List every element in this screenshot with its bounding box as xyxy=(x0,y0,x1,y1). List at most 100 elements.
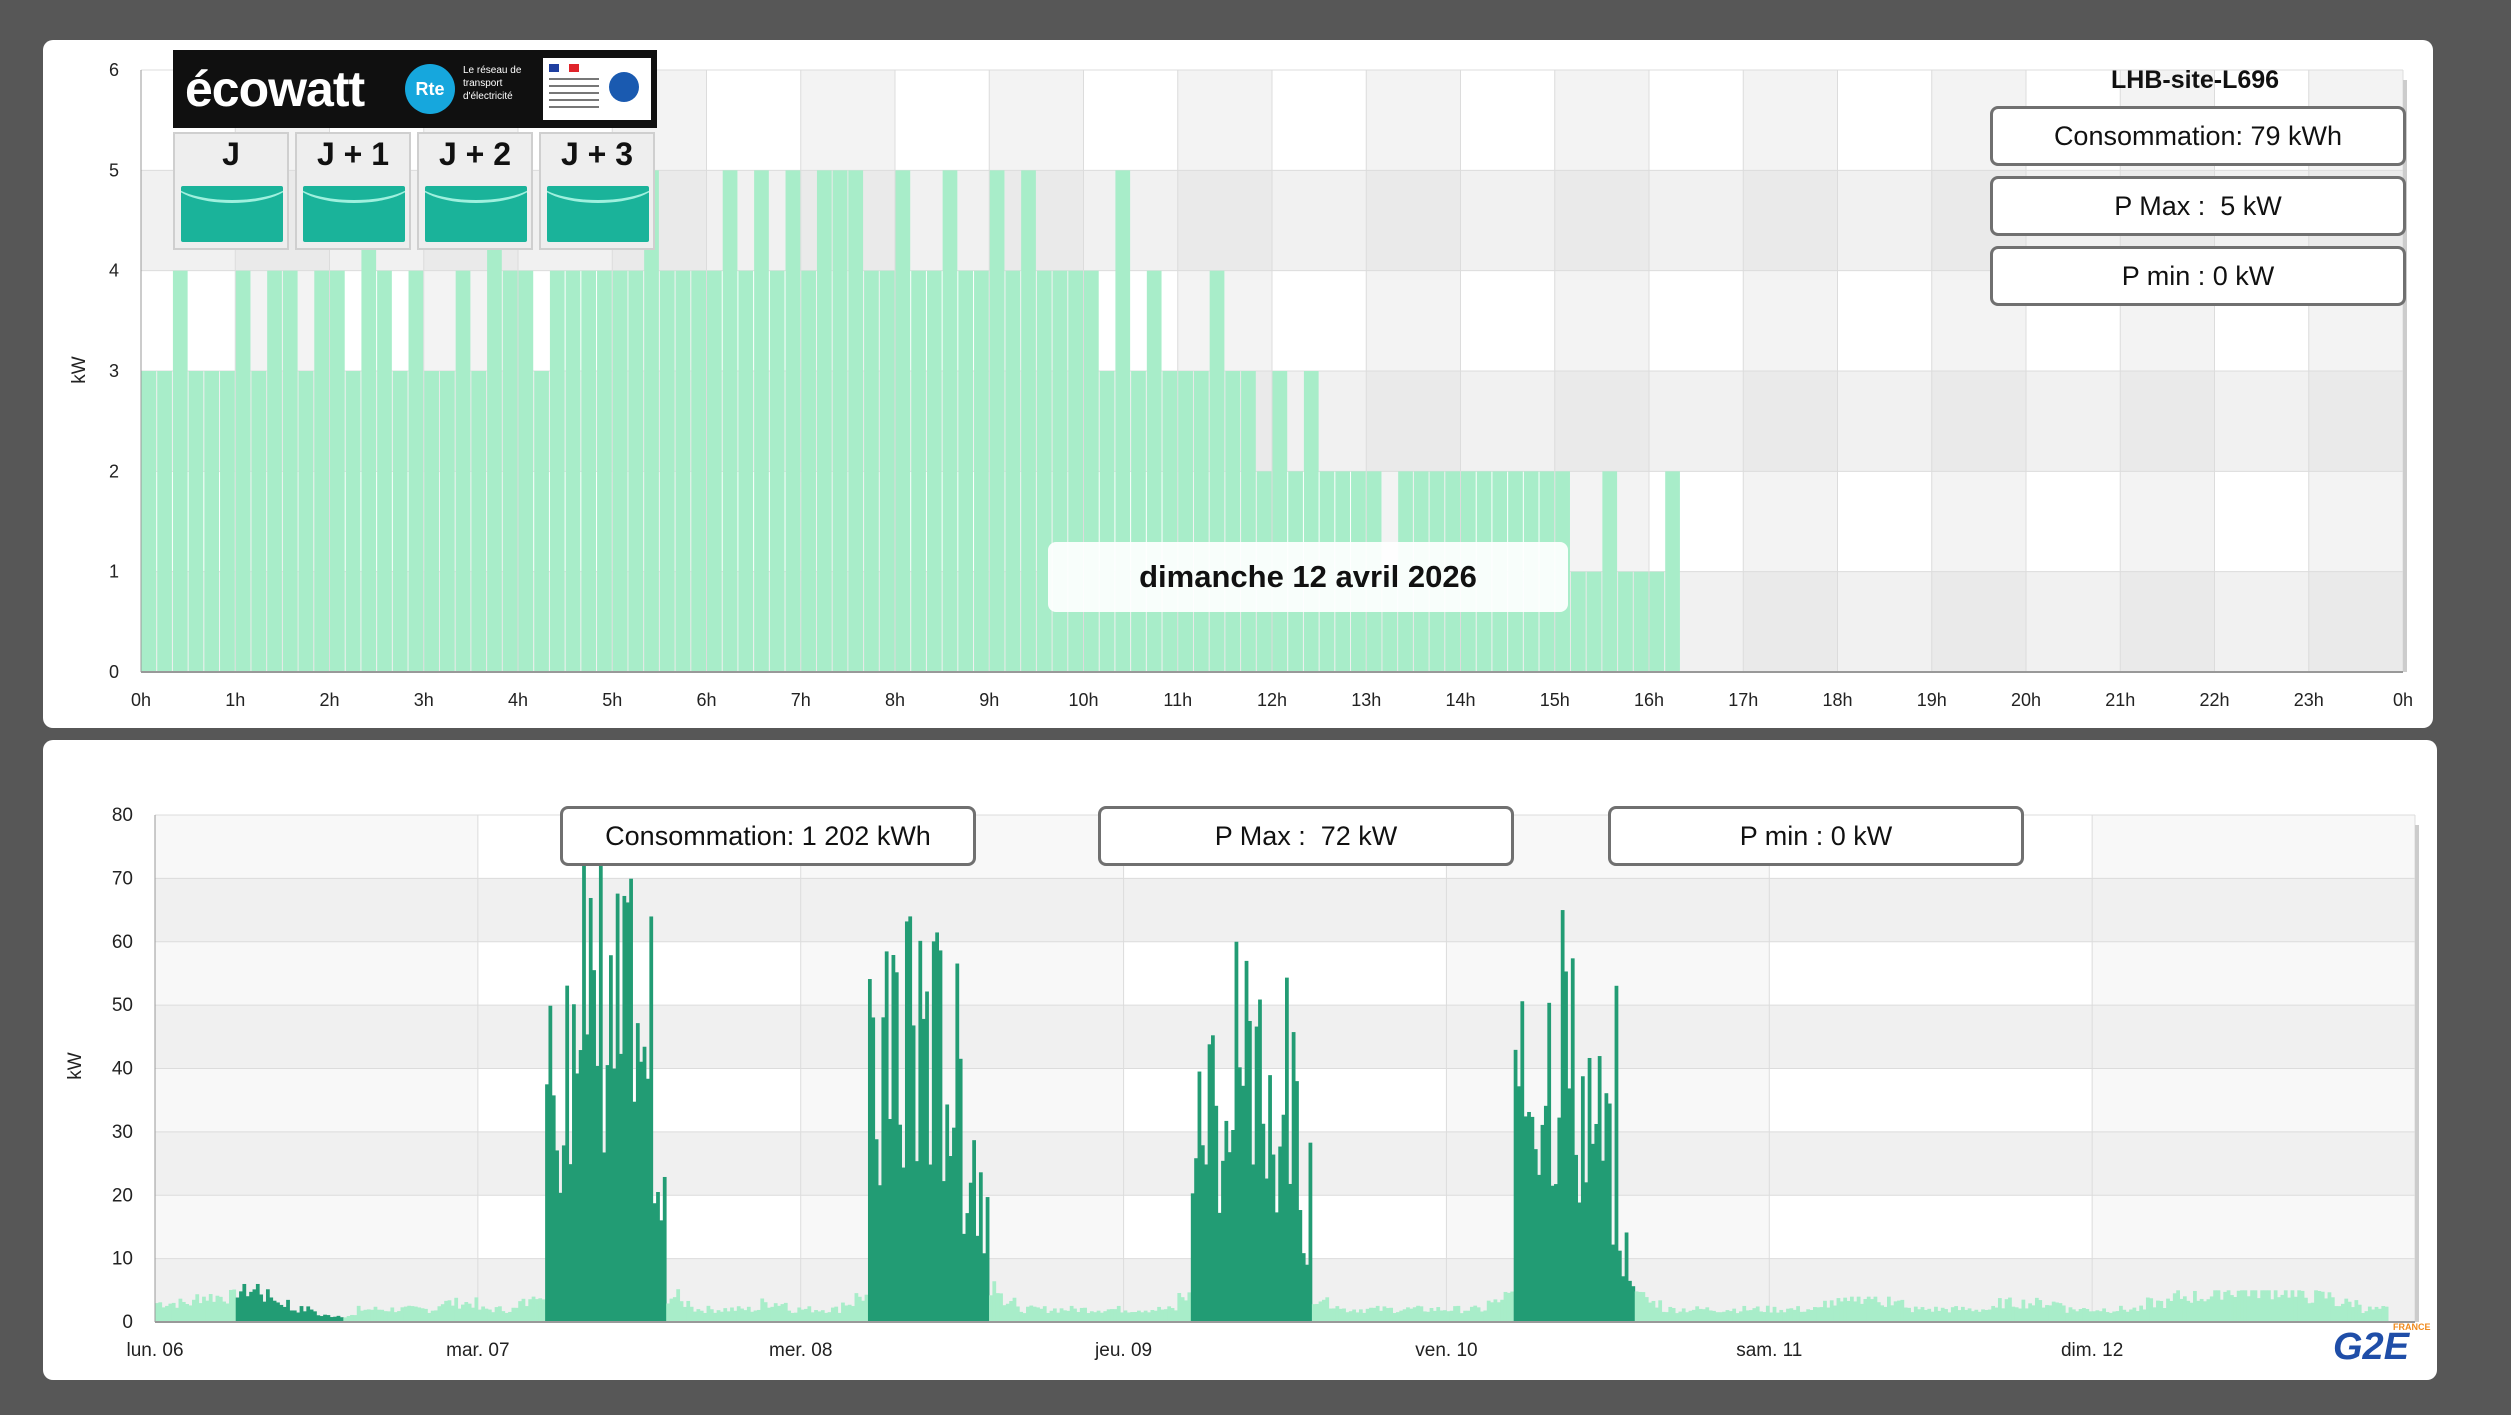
power-sample xyxy=(1873,1296,1878,1322)
x-tick-label: 1h xyxy=(225,690,245,710)
power-sample xyxy=(558,1192,563,1322)
power-sample xyxy=(797,1307,802,1322)
power-sample xyxy=(864,1294,869,1322)
consumption-bar xyxy=(612,270,628,672)
power-sample xyxy=(1066,1310,1071,1322)
power-sample xyxy=(171,1302,176,1322)
power-sample xyxy=(2250,1290,2254,1322)
power-sample xyxy=(1187,1292,1192,1322)
power-sample xyxy=(494,1307,499,1322)
power-sample xyxy=(652,1203,657,1322)
power-sample xyxy=(740,1308,744,1322)
consumption-bar xyxy=(330,270,345,672)
power-sample xyxy=(1002,1305,1007,1322)
power-sample xyxy=(1231,1129,1235,1322)
power-sample xyxy=(1076,1312,1081,1322)
power-sample xyxy=(1106,1309,1111,1322)
ecowatt-day-j3[interactable]: J + 3 xyxy=(539,132,655,250)
power-sample xyxy=(2024,1308,2029,1322)
power-sample xyxy=(1116,1305,1121,1322)
power-sample xyxy=(622,895,627,1322)
power-sample xyxy=(1540,1124,1545,1322)
consumption-bar xyxy=(926,270,942,672)
power-sample xyxy=(1752,1308,1757,1322)
power-sample xyxy=(1661,1311,1666,1322)
power-sample xyxy=(2018,1308,2022,1322)
power-sample xyxy=(1197,1071,1202,1322)
power-sample xyxy=(2021,1299,2026,1322)
power-sample xyxy=(605,1065,610,1322)
power-sample xyxy=(420,1308,425,1322)
power-sample xyxy=(1194,1158,1198,1322)
ecowatt-signal-icon xyxy=(303,186,405,242)
power-sample xyxy=(1278,1146,1283,1322)
x-tick-label: 15h xyxy=(1540,690,1570,710)
power-sample xyxy=(1022,1313,1027,1322)
power-sample xyxy=(931,941,936,1322)
power-sample xyxy=(1863,1299,1868,1322)
power-sample xyxy=(1190,1193,1195,1322)
power-sample xyxy=(2119,1305,2123,1322)
ecowatt-day-label: J + 2 xyxy=(438,136,512,172)
ecowatt-day-j1[interactable]: J + 1 xyxy=(295,132,411,250)
power-sample xyxy=(1591,1143,1595,1322)
power-sample xyxy=(1113,1309,1118,1322)
power-sample xyxy=(693,1311,697,1322)
power-sample xyxy=(2139,1305,2143,1322)
consumption-bar xyxy=(1036,270,1052,672)
power-sample xyxy=(1443,1310,1447,1322)
power-sample xyxy=(309,1309,314,1322)
power-sample xyxy=(918,940,923,1322)
power-sample xyxy=(2189,1302,2194,1322)
power-sample xyxy=(1042,1306,1047,1322)
power-sample xyxy=(252,1289,257,1322)
power-sample xyxy=(2068,1307,2073,1322)
ecowatt-day-j2[interactable]: J + 2 xyxy=(417,132,533,250)
x-tick-label: 14h xyxy=(1445,690,1475,710)
power-sample xyxy=(1385,1308,1390,1322)
consumption-bar xyxy=(832,170,848,673)
power-sample xyxy=(928,1164,933,1322)
power-sample xyxy=(1611,1244,1615,1322)
power-sample xyxy=(941,1181,946,1322)
consumption-bar xyxy=(455,270,471,672)
power-sample xyxy=(218,1296,223,1322)
power-sample xyxy=(1967,1308,1972,1322)
x-tick-label: 8h xyxy=(885,690,905,710)
power-sample xyxy=(1671,1308,1676,1322)
power-sample xyxy=(787,1310,792,1322)
power-sample xyxy=(911,1025,916,1322)
consumption-bar xyxy=(141,371,157,672)
power-sample xyxy=(1722,1311,1726,1322)
power-sample xyxy=(424,1308,428,1322)
power-sample xyxy=(659,1220,664,1322)
x-tick-label: lun. 06 xyxy=(126,1340,183,1361)
power-sample xyxy=(1137,1310,1141,1322)
ecowatt-day-j[interactable]: J xyxy=(173,132,289,250)
power-sample xyxy=(1160,1309,1165,1322)
power-sample xyxy=(1860,1303,1864,1322)
power-sample xyxy=(851,1306,855,1322)
power-sample xyxy=(1742,1305,1747,1322)
power-sample xyxy=(1836,1298,1841,1322)
power-sample xyxy=(208,1294,213,1322)
power-sample xyxy=(1157,1306,1161,1322)
consumption-bar xyxy=(1178,371,1193,672)
power-sample xyxy=(1204,1164,1209,1322)
power-sample xyxy=(962,1233,966,1322)
power-sample xyxy=(756,1309,761,1322)
power-sample xyxy=(1140,1312,1145,1322)
power-sample xyxy=(1991,1305,1996,1322)
power-sample xyxy=(175,1307,179,1322)
consumption-bar xyxy=(361,170,377,673)
power-sample xyxy=(2182,1296,2187,1322)
power-sample xyxy=(2226,1290,2231,1322)
power-sample xyxy=(2209,1296,2214,1322)
power-sample xyxy=(827,1312,832,1322)
x-tick-label: dim. 12 xyxy=(2061,1340,2123,1361)
power-sample xyxy=(1957,1310,1962,1322)
power-sample xyxy=(1900,1299,1905,1322)
power-sample xyxy=(763,1302,768,1322)
power-sample xyxy=(198,1303,203,1322)
power-sample xyxy=(1217,1212,1222,1322)
